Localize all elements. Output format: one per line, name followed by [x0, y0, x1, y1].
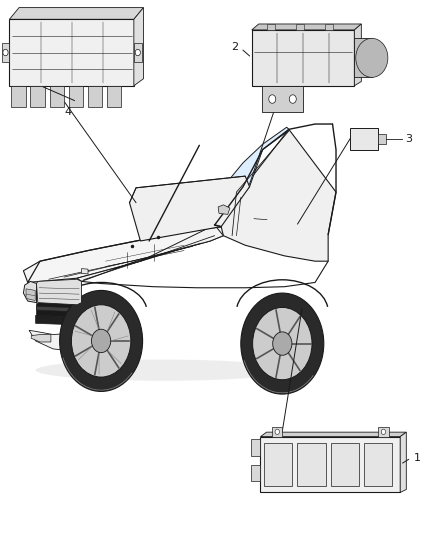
Polygon shape [88, 334, 111, 344]
Polygon shape [272, 427, 283, 437]
Circle shape [275, 429, 279, 434]
Polygon shape [261, 432, 406, 437]
Polygon shape [134, 43, 142, 62]
Polygon shape [35, 316, 112, 326]
Polygon shape [354, 24, 361, 86]
Circle shape [241, 293, 324, 394]
Polygon shape [264, 443, 292, 486]
Polygon shape [130, 176, 250, 241]
Polygon shape [378, 427, 389, 437]
Circle shape [381, 429, 385, 434]
Text: 3: 3 [406, 134, 413, 144]
Polygon shape [36, 300, 112, 318]
Polygon shape [107, 86, 121, 107]
Polygon shape [77, 227, 221, 278]
Polygon shape [2, 43, 10, 62]
Text: 1: 1 [414, 453, 421, 463]
Polygon shape [297, 443, 325, 486]
Polygon shape [31, 335, 51, 342]
Circle shape [71, 305, 131, 377]
Polygon shape [364, 443, 392, 486]
Polygon shape [251, 465, 261, 481]
Polygon shape [49, 86, 64, 107]
Circle shape [60, 290, 143, 391]
Circle shape [253, 308, 312, 379]
Polygon shape [69, 86, 83, 107]
Polygon shape [88, 86, 102, 107]
Polygon shape [354, 38, 372, 77]
Polygon shape [350, 128, 378, 150]
Polygon shape [36, 279, 81, 305]
Circle shape [273, 332, 292, 356]
Polygon shape [261, 437, 400, 492]
Text: 4: 4 [65, 107, 72, 117]
Circle shape [92, 329, 111, 353]
Polygon shape [252, 30, 354, 86]
Polygon shape [218, 205, 230, 214]
Polygon shape [296, 23, 304, 30]
Text: 2: 2 [231, 42, 238, 52]
Polygon shape [134, 7, 144, 86]
Polygon shape [10, 19, 134, 86]
Circle shape [3, 50, 8, 56]
Polygon shape [11, 86, 26, 107]
Polygon shape [36, 306, 112, 313]
Polygon shape [215, 130, 336, 261]
Circle shape [356, 38, 388, 77]
Circle shape [289, 95, 296, 103]
Polygon shape [378, 134, 386, 144]
Polygon shape [26, 289, 35, 301]
Polygon shape [23, 227, 223, 282]
Polygon shape [81, 269, 88, 274]
Polygon shape [325, 23, 333, 30]
Polygon shape [10, 7, 144, 19]
Polygon shape [262, 86, 303, 112]
Polygon shape [207, 127, 289, 225]
Circle shape [269, 95, 276, 103]
Polygon shape [267, 23, 276, 30]
Polygon shape [251, 439, 261, 456]
Polygon shape [252, 24, 361, 30]
Ellipse shape [35, 360, 289, 381]
Polygon shape [331, 443, 359, 486]
Polygon shape [400, 432, 406, 492]
Circle shape [135, 50, 141, 56]
Polygon shape [77, 225, 223, 281]
Polygon shape [29, 330, 112, 352]
Polygon shape [23, 281, 36, 303]
Polygon shape [31, 86, 45, 107]
